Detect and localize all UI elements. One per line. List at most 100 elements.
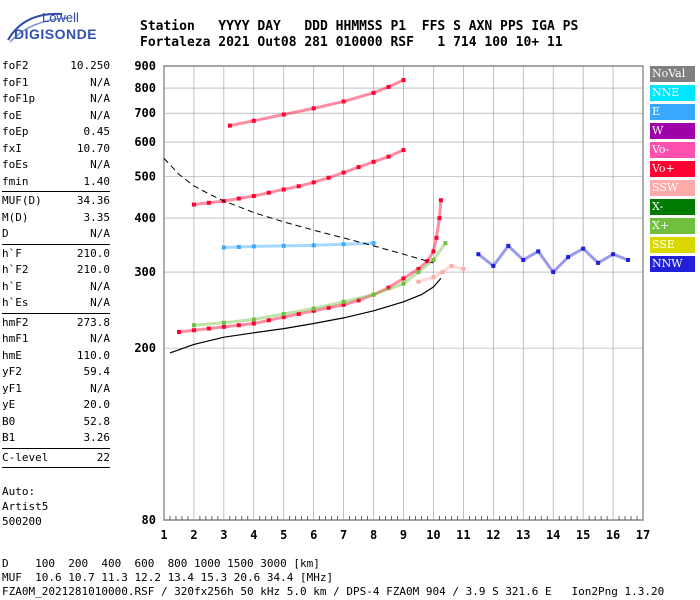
data-point xyxy=(296,311,301,316)
param-value: 52.8 xyxy=(83,414,111,428)
legend-item: NNE xyxy=(650,85,695,101)
auto-label: Auto: xyxy=(2,485,36,498)
data-point xyxy=(416,279,421,284)
data-point xyxy=(371,90,376,95)
series-line xyxy=(432,242,447,261)
data-point xyxy=(341,99,346,104)
param-label: C-level xyxy=(2,450,49,464)
series-line xyxy=(612,252,629,262)
data-point xyxy=(311,306,316,311)
series-line xyxy=(193,201,210,207)
legend-item: Vo+ xyxy=(650,161,695,177)
data-point xyxy=(425,259,430,264)
muf-dashed-curve xyxy=(163,158,434,264)
series-line xyxy=(313,242,344,247)
x-tick-label: 3 xyxy=(220,528,227,542)
data-point xyxy=(281,112,286,117)
param-label: foF1p xyxy=(2,92,36,105)
x-tick-label: 2 xyxy=(190,528,197,542)
x-tick-label: 1 xyxy=(160,528,167,542)
series-line xyxy=(343,293,374,304)
y-tick-label: 200 xyxy=(134,341,156,355)
data-point xyxy=(506,243,511,248)
data-point xyxy=(326,305,331,310)
series-line xyxy=(313,306,329,313)
param-row: foEs N/A xyxy=(2,157,110,174)
param-row: yF2 59.4 xyxy=(2,364,110,381)
footer: D 100 200 400 600 800 1000 1500 3000 [km… xyxy=(2,557,664,599)
data-point xyxy=(281,243,286,248)
series-line xyxy=(283,243,314,248)
param-value: 22 xyxy=(96,450,110,464)
series-line xyxy=(208,325,225,331)
param-value: 59.4 xyxy=(83,365,111,378)
series-line xyxy=(343,241,374,246)
x-tick-label: 15 xyxy=(576,528,590,542)
y-tick-label: 900 xyxy=(134,59,156,73)
data-point xyxy=(401,281,406,286)
data-point xyxy=(266,318,271,323)
series-line xyxy=(283,312,300,319)
data-point xyxy=(371,292,376,297)
param-label: yF1 xyxy=(2,381,22,395)
y-tick-label: 700 xyxy=(134,106,156,120)
legend-item: Vo- xyxy=(650,142,695,158)
data-point xyxy=(191,328,196,333)
series-line xyxy=(313,300,344,310)
digisonde-logo: Lowell DIGISONDE xyxy=(4,6,104,46)
param-value: N/A xyxy=(90,158,110,171)
data-point xyxy=(431,275,436,280)
series-line xyxy=(343,91,374,103)
param-label: h`Es xyxy=(2,296,29,309)
data-point xyxy=(371,241,376,246)
param-label: yE xyxy=(2,398,16,411)
param-separator xyxy=(2,243,110,245)
series-line xyxy=(552,255,570,274)
data-point xyxy=(251,118,256,123)
x-tick-label: 5 xyxy=(280,528,287,542)
param-row: h`F 210.0 xyxy=(2,246,110,263)
param-label: h`F xyxy=(2,246,22,260)
x-tick-label: 4 xyxy=(250,528,257,542)
data-point xyxy=(191,323,196,328)
param-value: 273.8 xyxy=(76,315,110,329)
series-line xyxy=(253,244,284,248)
x-tick-label: 13 xyxy=(516,528,530,542)
logo-line1: Lowell xyxy=(42,10,79,25)
param-value: 210.0 xyxy=(76,263,110,276)
legend-item: NoVal xyxy=(650,66,695,82)
data-point xyxy=(437,216,442,221)
param-label: foF1 xyxy=(2,75,29,89)
series-line xyxy=(343,298,360,307)
param-value: N/A xyxy=(90,108,110,122)
data-point xyxy=(611,252,616,257)
param-value: 20.0 xyxy=(83,398,111,411)
x-tick-label: 10 xyxy=(426,528,440,542)
series-line xyxy=(492,244,510,267)
x-tick-label: 8 xyxy=(370,528,377,542)
param-label: MUF(D) xyxy=(2,194,42,207)
param-label: hmE xyxy=(2,348,22,362)
series-line xyxy=(328,303,344,310)
autoscaling-info: Auto: Artist5 500200 xyxy=(2,484,48,529)
data-point xyxy=(401,78,406,83)
series-line xyxy=(387,148,405,159)
param-value: 10.250 xyxy=(70,59,110,72)
x-tick-label: 9 xyxy=(400,528,407,542)
data-point xyxy=(386,154,391,159)
auto-version: 500200 xyxy=(2,515,42,528)
x-tick-label: 6 xyxy=(310,528,317,542)
x-tick-label: 12 xyxy=(486,528,500,542)
header-row2: Fortaleza 2021 Out08 281 010000 RSF 1 71… xyxy=(140,35,563,50)
series-line xyxy=(431,237,438,252)
series-line xyxy=(358,293,375,302)
data-point xyxy=(401,276,406,281)
param-label: yF2 xyxy=(2,365,22,378)
series-line xyxy=(283,106,314,116)
data-point xyxy=(326,175,331,180)
series-line xyxy=(358,160,375,169)
param-row: fmin 1.40 xyxy=(2,174,110,191)
param-separator xyxy=(2,467,110,468)
header-row1: Station YYYY DAY DDD HHMMSS P1 FFS S AXN… xyxy=(140,19,579,34)
